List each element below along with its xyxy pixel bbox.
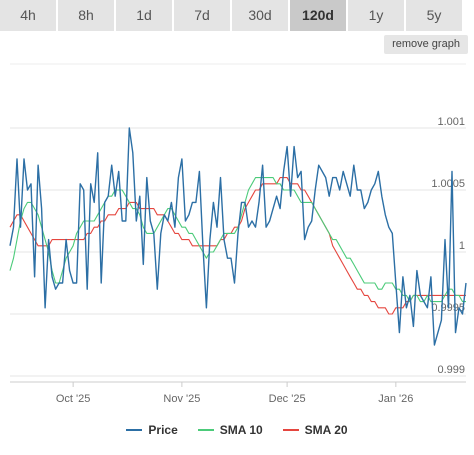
legend-swatch <box>197 429 214 431</box>
tab-5y[interactable]: 5y <box>406 0 462 31</box>
y-tick-label: 1.001 <box>437 116 465 128</box>
legend-item-price[interactable]: Price <box>126 423 178 437</box>
x-tick-label: Nov '25 <box>163 393 200 405</box>
chart-legend: Price SMA 10 SMA 20 <box>0 420 474 440</box>
legend-label: SMA 20 <box>304 423 348 437</box>
remove-graph-button[interactable]: remove graph <box>384 35 468 54</box>
price-line <box>9 127 467 346</box>
y-tick-label: 1.0005 <box>431 178 465 190</box>
legend-item-sma-20[interactable]: SMA 20 <box>282 423 348 437</box>
x-tick-label: Jan '26 <box>378 393 413 405</box>
x-tick-label: Oct '25 <box>56 393 91 405</box>
tab-120d[interactable]: 120d <box>290 0 346 31</box>
tab-30d[interactable]: 30d <box>232 0 288 31</box>
tab-7d[interactable]: 7d <box>174 0 230 31</box>
legend-swatch <box>126 429 143 431</box>
time-range-tabs: 4h 8h 1d 7d 30d 120d 1y 5y <box>0 0 474 31</box>
tab-1y[interactable]: 1y <box>348 0 404 31</box>
legend-label: Price <box>148 423 178 437</box>
x-tick-label: Dec '25 <box>269 393 306 405</box>
y-tick-label: 1 <box>459 240 465 252</box>
y-tick-label: 0.999 <box>437 364 465 376</box>
tab-8h[interactable]: 8h <box>58 0 114 31</box>
legend-item-sma-10[interactable]: SMA 10 <box>197 423 263 437</box>
legend-swatch <box>282 429 299 431</box>
legend-label: SMA 10 <box>219 423 263 437</box>
tab-1d[interactable]: 1d <box>116 0 172 31</box>
tab-4h[interactable]: 4h <box>0 0 56 31</box>
